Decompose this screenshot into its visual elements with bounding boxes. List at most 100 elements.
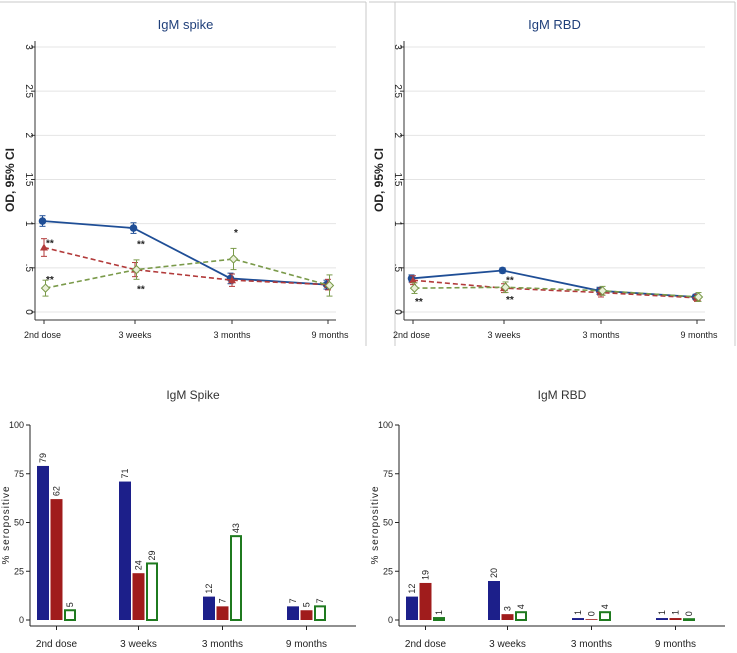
data-point	[324, 280, 335, 291]
y-tick-label: 2.5	[23, 84, 34, 98]
bar-value-label: 19	[421, 570, 431, 580]
line-chart-igm-rbd: IgM RBD 0 .5 1 1.5 2 2.5 3 OD, 95% CI 2nd dose 3 w…	[369, 0, 737, 348]
bar-value-label: 29	[147, 550, 157, 560]
bar-value-label: 4	[600, 604, 610, 609]
x-tick-label: 2nd dose	[24, 330, 61, 340]
series-line	[45, 258, 330, 289]
x-tick-label: 9 months	[655, 639, 696, 648]
bar	[146, 562, 158, 621]
bar	[287, 606, 299, 620]
bar	[216, 606, 229, 620]
y-tick-label: 75	[383, 469, 393, 479]
significance-label: **	[137, 240, 145, 251]
bar	[406, 596, 418, 620]
bar-value-label: 62	[52, 486, 62, 496]
x-tick-label: 2nd dose	[36, 639, 78, 648]
bar-value-label: 1	[573, 610, 583, 615]
bar	[314, 605, 326, 622]
bar-value-label: 0	[587, 611, 597, 616]
y-tick-label: 0	[392, 309, 403, 315]
bar-value-label: 0	[684, 611, 694, 616]
bar-value-label: 12	[407, 584, 417, 594]
x-tick-label: 3 months	[571, 639, 612, 648]
data-point	[131, 264, 142, 275]
chart-title: IgM RBD	[538, 388, 587, 402]
chart-title: IgM RBD	[528, 17, 581, 32]
bar-value-label: 3	[503, 606, 513, 611]
bar	[300, 610, 313, 620]
bar	[515, 611, 527, 621]
bar	[50, 499, 63, 620]
x-tick-label: 3 weeks	[489, 639, 526, 648]
line-chart-igm-rbd-svg: IgM RBD 0 .5 1 1.5 2 2.5 3 OD, 95% CI 2nd dose 3 w…	[369, 1, 736, 346]
data-point	[228, 254, 239, 264]
data-point	[40, 283, 51, 293]
bar	[683, 618, 695, 621]
bar	[669, 618, 682, 620]
y-tick-label: 2	[23, 133, 34, 139]
significance-label: **	[506, 276, 514, 287]
data-point	[228, 276, 236, 284]
y-tick-label: 1	[392, 221, 403, 227]
x-tick-label: 2nd dose	[405, 639, 447, 648]
x-tick-label: 3 weeks	[118, 330, 152, 340]
bar	[230, 535, 242, 621]
significance-label: **	[506, 295, 514, 306]
y-tick-label: 1.5	[23, 173, 34, 187]
bar	[433, 617, 445, 622]
series-line	[414, 286, 699, 298]
bar	[132, 573, 145, 620]
bar	[119, 481, 131, 620]
significance-label: **	[46, 239, 54, 250]
bar-value-label: 1	[657, 610, 667, 615]
bar	[656, 618, 668, 620]
bar-value-label: 24	[134, 560, 144, 570]
x-tick-label: 3 months	[582, 330, 620, 340]
y-tick-label: 1.5	[392, 173, 403, 187]
bar-value-label: 43	[231, 523, 241, 533]
bar	[572, 618, 584, 620]
y-tick-label: .5	[23, 264, 34, 273]
significance-label: **	[46, 275, 54, 286]
bar-chart-igm-spike: IgM Spike 0 25 50 75 100% seropositive 2nd dos…	[0, 375, 368, 650]
bar-value-label: 1	[671, 610, 681, 615]
data-point	[409, 276, 417, 284]
y-axis-label: OD, 95% CI	[372, 148, 386, 212]
x-tick-label: 3 months	[213, 330, 251, 340]
y-tick-label: 3	[23, 44, 34, 50]
x-tick-label: 9 months	[311, 330, 349, 340]
x-tick-label: 9 months	[286, 639, 327, 648]
data-point	[498, 266, 507, 275]
bar-value-label: 7	[315, 598, 325, 603]
series-line	[412, 279, 698, 299]
bar-chart-igm-rbd: IgM RBD 0 25 50 75 100% seropositive 2nd dose 3…	[369, 375, 737, 650]
y-tick-label: 2	[392, 133, 403, 139]
bar-value-label: 5	[302, 602, 312, 607]
y-tick-label: 100	[9, 420, 24, 430]
bar	[488, 581, 500, 620]
data-point	[129, 224, 138, 232]
y-axis-label: % seropositive	[370, 485, 381, 564]
y-tick-label: 25	[14, 566, 24, 576]
bar-value-label: 1	[434, 610, 444, 615]
bar-value-label: 7	[218, 598, 228, 603]
significance-label: **	[415, 297, 423, 308]
x-tick-label: 3 weeks	[487, 330, 521, 340]
x-tick-label: 9 months	[680, 330, 718, 340]
line-chart-igm-spike: IgM spike 0 .5 1 1.5 2 2.5 3 OD, 95% CI 2nd dose 3…	[0, 0, 368, 348]
bar-value-label: 5	[65, 602, 75, 607]
bar-value-label: 7	[288, 598, 298, 603]
y-tick-label: 0	[388, 615, 393, 625]
chart-title: IgM Spike	[166, 388, 220, 402]
y-tick-label: 3	[392, 44, 403, 50]
x-tick-label: 2nd dose	[393, 330, 430, 340]
y-tick-label: 100	[378, 420, 393, 430]
y-tick-label: 50	[14, 518, 24, 528]
significance-label: **	[137, 285, 145, 296]
chart-title: IgM spike	[158, 17, 214, 32]
bar	[585, 619, 598, 620]
bar	[599, 611, 611, 621]
bar	[419, 582, 432, 620]
bar	[64, 609, 76, 621]
